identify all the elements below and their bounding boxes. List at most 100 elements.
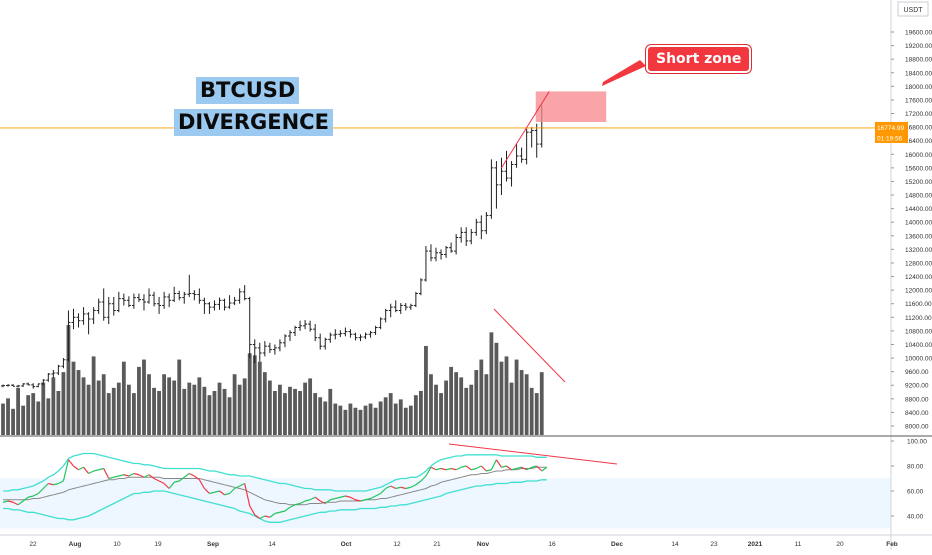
rsi-segment xyxy=(490,459,497,471)
rsi-segment xyxy=(128,472,135,477)
volume-bar xyxy=(252,355,257,435)
rsi-segment xyxy=(486,469,492,472)
candle xyxy=(237,288,242,304)
rsi-segment xyxy=(249,505,256,516)
rsi-segment xyxy=(506,465,512,471)
volume-bar xyxy=(413,395,418,435)
rsi-segment xyxy=(73,465,79,471)
rsi-segment xyxy=(405,486,411,490)
volume-bar xyxy=(1,403,5,435)
candle xyxy=(136,293,141,303)
candle xyxy=(524,128,529,165)
volume-bar xyxy=(237,384,242,435)
volume-bar xyxy=(403,407,408,435)
candle xyxy=(242,285,247,301)
candle xyxy=(202,297,207,314)
candle xyxy=(479,215,484,240)
candle xyxy=(363,332,368,340)
price-tick-label: 13600.00 xyxy=(905,233,932,240)
volume-bar xyxy=(232,374,237,435)
price-tick-label: 9200.00 xyxy=(905,383,929,390)
rsi-tick-label: 80.00 xyxy=(907,464,924,471)
candle xyxy=(26,382,31,386)
rsi-segment xyxy=(168,481,175,489)
rsi-segment xyxy=(440,467,447,471)
volume-bar xyxy=(363,405,368,435)
rsi-segment xyxy=(2,500,9,503)
volume-bar xyxy=(489,332,494,435)
volume-bar xyxy=(11,408,15,435)
volume-bar xyxy=(368,403,373,435)
rsi-segment xyxy=(17,500,24,506)
rsi-segment xyxy=(239,482,245,487)
rsi-segment xyxy=(224,492,230,496)
candle xyxy=(182,291,187,304)
rsi-segment xyxy=(345,495,351,498)
volume-bar xyxy=(398,399,403,435)
price-tick-label: 8000.00 xyxy=(905,424,929,431)
candle xyxy=(439,249,444,260)
rsi-zone-layer xyxy=(0,478,891,529)
rsi-segment xyxy=(269,513,276,518)
price-tick-label: 11600.00 xyxy=(905,301,932,308)
rsi-segment xyxy=(113,475,119,478)
volume-bar xyxy=(353,407,358,435)
rsi-segment xyxy=(450,467,457,471)
rsi-segment xyxy=(7,500,14,503)
volume-bar xyxy=(348,403,353,435)
candle xyxy=(172,286,177,303)
candle xyxy=(232,296,237,306)
volume-bar xyxy=(288,386,292,435)
rsi-segment xyxy=(360,499,366,502)
volume-bar xyxy=(66,325,71,435)
price-tick-label: 16800.00 xyxy=(905,125,932,132)
rsi-segment xyxy=(148,474,155,479)
candle xyxy=(162,291,167,309)
volume-bar xyxy=(479,359,484,435)
candle xyxy=(61,358,66,369)
volume-bar xyxy=(41,382,46,435)
time-tick-label: 21 xyxy=(433,541,441,548)
volume-bar xyxy=(272,391,277,435)
volume-bar xyxy=(86,384,91,435)
candle xyxy=(529,127,534,148)
volume-bar xyxy=(21,405,26,435)
candle xyxy=(111,296,116,316)
candle xyxy=(489,159,494,219)
price-tick-label: 8800.00 xyxy=(905,396,929,403)
price-tick-label: 19200.00 xyxy=(905,43,932,50)
rsi-segment xyxy=(108,476,114,480)
candle xyxy=(338,330,343,338)
rsi-segment xyxy=(365,497,371,501)
currency-box xyxy=(897,1,929,17)
volume-bar xyxy=(116,382,121,435)
volume-bar xyxy=(6,398,10,435)
volume-bar xyxy=(373,407,378,435)
volume-bar xyxy=(217,382,222,435)
rsi-layer xyxy=(2,452,548,523)
volume-bar xyxy=(262,372,267,435)
rsi-segment xyxy=(465,465,472,471)
volume-bar xyxy=(96,380,101,435)
rsi-segment xyxy=(330,497,336,501)
time-tick-label: 10 xyxy=(113,541,121,548)
candle xyxy=(56,364,61,376)
volume-bar xyxy=(106,393,111,435)
volume-bar xyxy=(142,359,146,435)
volume-bar xyxy=(202,386,207,435)
candle xyxy=(46,373,51,382)
rsi-segment xyxy=(78,466,84,471)
volume-bar xyxy=(76,370,81,435)
candle xyxy=(474,218,479,236)
candle xyxy=(1,384,5,388)
candle xyxy=(272,344,277,355)
candle xyxy=(147,288,152,304)
rsi-segment xyxy=(461,465,467,468)
volume-bar xyxy=(313,393,318,435)
rsi-segment xyxy=(541,466,548,472)
candle xyxy=(96,298,101,314)
price-tick-label: 18400.00 xyxy=(905,70,932,77)
rsi-tick-label: 40.00 xyxy=(907,514,924,521)
rsi-segment xyxy=(435,467,442,471)
